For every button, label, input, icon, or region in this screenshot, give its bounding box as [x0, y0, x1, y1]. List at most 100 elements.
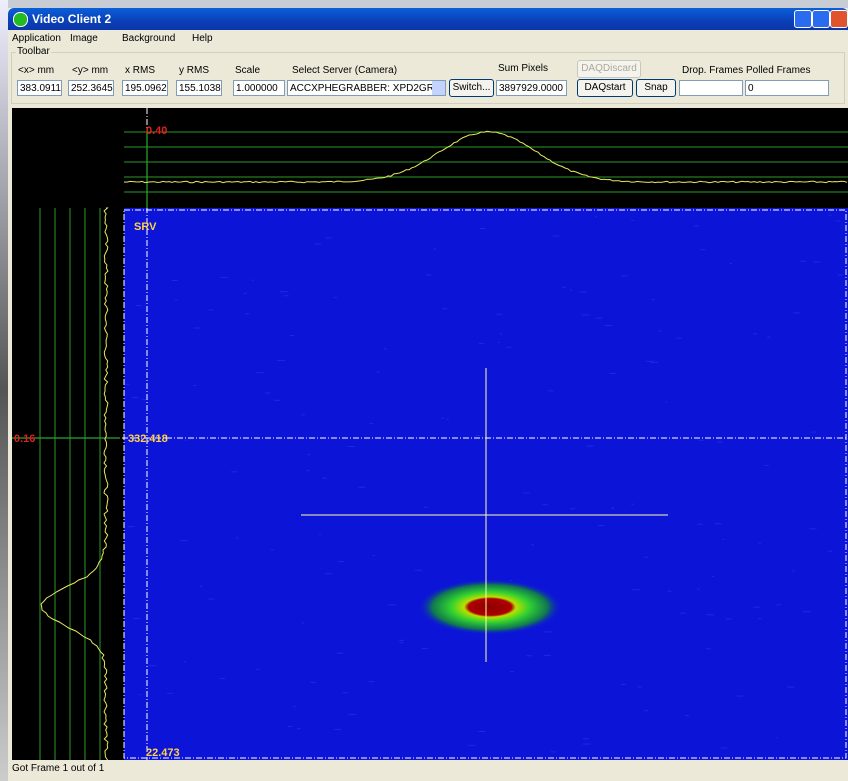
window-title: Video Client 2: [32, 12, 111, 26]
noise-speck: [551, 751, 556, 752]
noise-speck: [256, 669, 260, 670]
noise-speck: [478, 731, 485, 732]
noise-speck: [632, 589, 640, 590]
noise-speck: [685, 715, 689, 716]
noise-speck: [343, 692, 349, 693]
daq-start-button[interactable]: DAQstart: [577, 79, 633, 97]
noise-speck: [434, 249, 437, 250]
noise-speck: [307, 470, 310, 471]
noise-speck: [497, 314, 503, 315]
noise-speck: [717, 442, 723, 443]
noise-speck: [337, 653, 344, 654]
noise-speck: [498, 342, 500, 343]
noise-speck: [543, 504, 548, 505]
noise-speck: [506, 347, 511, 348]
menu-item[interactable]: Application: [12, 33, 61, 44]
close-button[interactable]: [830, 10, 848, 28]
noise-speck: [125, 384, 129, 385]
noise-speck: [293, 706, 295, 707]
noise-speck: [605, 325, 613, 326]
noise-speck: [301, 414, 305, 415]
noise-speck: [777, 604, 781, 605]
noise-speck: [828, 551, 831, 552]
noise-speck: [510, 671, 514, 672]
noise-speck: [581, 314, 589, 315]
noise-speck: [736, 696, 743, 697]
noise-speck: [479, 343, 484, 344]
noise-speck: [809, 528, 816, 529]
field-value: [679, 80, 743, 96]
noise-speck: [236, 537, 239, 538]
noise-speck: [544, 655, 551, 656]
noise-speck: [175, 300, 178, 301]
noise-speck: [369, 681, 374, 682]
noise-speck: [208, 599, 214, 600]
noise-speck: [244, 293, 247, 294]
noise-speck: [753, 333, 757, 334]
noise-speck: [307, 454, 310, 455]
combo-arrow[interactable]: [432, 81, 445, 95]
noise-speck: [372, 555, 375, 556]
noise-speck: [531, 544, 534, 545]
noise-speck: [315, 243, 322, 244]
field-label: <y> mm: [72, 65, 108, 76]
noise-speck: [231, 471, 237, 472]
noise-speck: [526, 655, 531, 656]
noise-speck: [221, 277, 228, 278]
noise-speck: [667, 591, 671, 592]
noise-speck: [803, 611, 811, 612]
noise-speck: [442, 308, 447, 309]
noise-speck: [348, 714, 356, 715]
noise-speck: [829, 215, 832, 216]
noise-speck: [142, 399, 147, 400]
menu-bar: Application Image Background Help: [8, 30, 848, 46]
field-label: y RMS: [179, 65, 209, 76]
server-combo[interactable]: ACCXPHEGRABBER: XPD2GR: [287, 80, 446, 96]
noise-speck: [274, 400, 280, 401]
menu-item[interactable]: Background: [122, 33, 175, 44]
noise-speck: [209, 310, 213, 311]
noise-speck: [598, 525, 605, 526]
noise-speck: [595, 216, 597, 217]
noise-speck: [424, 507, 427, 508]
minimize-button[interactable]: [794, 10, 812, 28]
noise-speck: [185, 440, 187, 441]
noise-speck: [256, 372, 264, 373]
menu-item[interactable]: Image: [70, 33, 98, 44]
maximize-button[interactable]: [812, 10, 830, 28]
noise-speck: [712, 576, 714, 577]
noise-speck: [297, 728, 300, 729]
field-value: 195.0962: [122, 80, 168, 96]
noise-speck: [245, 313, 250, 314]
noise-speck: [544, 631, 552, 632]
noise-speck: [552, 235, 559, 236]
noise-speck: [722, 539, 724, 540]
noise-speck: [706, 614, 714, 615]
noise-speck: [609, 373, 616, 374]
status-text: Got Frame 1 out of 1: [12, 763, 104, 774]
field-label: Sum Pixels: [498, 63, 548, 74]
noise-speck: [441, 418, 444, 419]
title-bar: Video Client 2: [8, 8, 848, 30]
noise-speck: [697, 589, 700, 590]
noise-speck: [523, 492, 530, 493]
noise-speck: [476, 435, 481, 436]
noise-speck: [659, 331, 662, 332]
noise-speck: [694, 225, 699, 226]
noise-speck: [184, 661, 186, 662]
app-icon: [13, 12, 28, 27]
noise-speck: [358, 487, 365, 488]
noise-speck: [631, 220, 634, 221]
noise-speck: [611, 508, 614, 509]
noise-speck: [280, 291, 288, 292]
field-label: Drop. Frames: [682, 65, 743, 76]
source-label: SRV: [134, 221, 157, 233]
switch-button[interactable]: Switch...: [449, 79, 494, 97]
noise-speck: [277, 360, 285, 361]
menu-item[interactable]: Help: [192, 33, 213, 44]
noise-speck: [621, 275, 627, 276]
daq-discard-button[interactable]: DAQDiscard: [577, 60, 641, 78]
noise-speck: [813, 262, 819, 263]
snap-button[interactable]: Snap: [636, 79, 676, 97]
noise-speck: [758, 543, 761, 544]
